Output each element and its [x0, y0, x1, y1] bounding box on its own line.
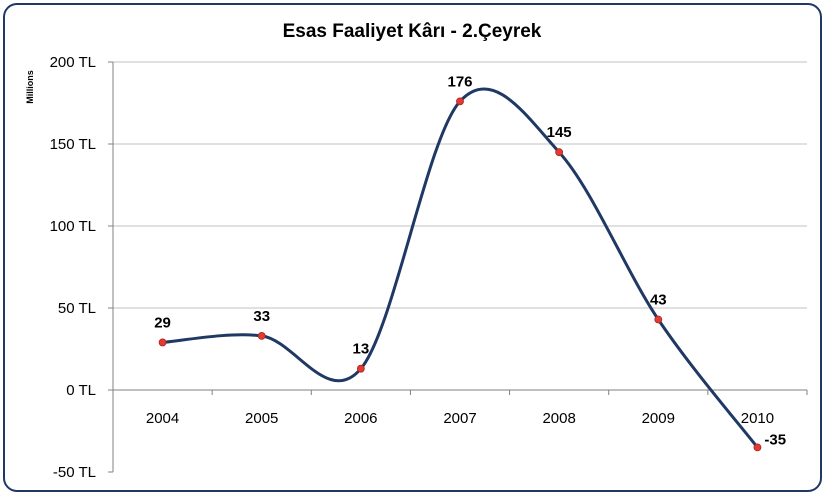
x-tick-label: 2010: [741, 410, 774, 427]
data-point: [257, 331, 266, 340]
data-label: 145: [547, 124, 572, 141]
gridlines: [113, 61, 807, 309]
data-label: 13: [353, 341, 370, 358]
data-point: [158, 338, 167, 347]
y-tick-label: 200 TL: [50, 54, 96, 71]
y-axis-unit-label: Millions: [25, 70, 35, 104]
data-point: [555, 148, 564, 157]
data-label: 43: [650, 291, 667, 308]
data-points: [158, 97, 762, 452]
data-labels: 29 33 13 176 145 43 -35: [154, 73, 786, 448]
y-tick-label: -50 TL: [53, 464, 96, 481]
axes: [108, 61, 808, 473]
y-tick-label: 150 TL: [50, 136, 96, 153]
x-tick-label: 2006: [344, 410, 377, 427]
data-point: [356, 364, 365, 373]
y-tick-label: 100 TL: [50, 218, 96, 235]
data-label: 29: [154, 314, 171, 331]
chart-frame: [3, 3, 822, 492]
chart-title: Esas Faaliyet Kârı - 2.Çeyrek: [283, 21, 542, 42]
data-label: 33: [253, 308, 270, 325]
data-label: 176: [447, 73, 472, 90]
x-tick-label: 2004: [146, 410, 179, 427]
x-tick-label: 2009: [642, 410, 675, 427]
series-line: [162, 87, 759, 449]
x-tick-label: 2008: [542, 410, 575, 427]
data-point: [654, 315, 663, 324]
y-tick-labels: -50 TL 0 TL 50 TL 100 TL 150 TL 200 TL: [50, 54, 96, 481]
x-tick-labels: 2004 2005 2006 2007 2008 2009 2010: [146, 410, 774, 427]
data-label: -35: [764, 431, 786, 448]
x-tick-label: 2005: [245, 410, 278, 427]
data-point: [753, 443, 762, 452]
y-tick-label: 50 TL: [58, 300, 96, 317]
data-point: [456, 97, 464, 106]
y-tick-label: 0 TL: [66, 382, 96, 399]
x-tick-label: 2007: [443, 410, 476, 427]
